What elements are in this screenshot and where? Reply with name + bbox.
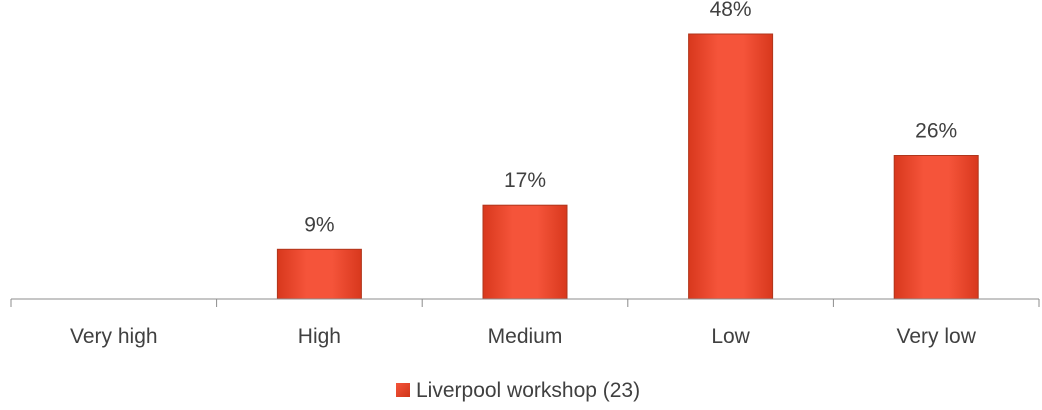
x-tick-label-very-high: Very high: [70, 325, 158, 348]
legend-entry: Liverpool workshop (23): [416, 379, 640, 402]
bar-medium: [482, 204, 568, 300]
x-axis: [10, 298, 1040, 307]
bar-low: [688, 33, 774, 300]
x-tick-label-low: Low: [711, 325, 750, 348]
x-tick-label-medium: Medium: [488, 325, 563, 348]
data-label-high: 9%: [304, 213, 334, 236]
legend: Liverpool workshop (23): [396, 379, 640, 402]
data-label-medium: 17%: [504, 169, 546, 192]
legend-swatch: [396, 383, 410, 397]
bar-high: [276, 248, 362, 300]
x-tick-labels: Very high High Medium Low Very low: [70, 325, 977, 348]
data-label-low: 48%: [710, 0, 752, 21]
x-tick-label-high: High: [298, 325, 341, 348]
bars: [276, 33, 979, 300]
bar-very-low: [893, 155, 979, 300]
x-tick-label-very-low: Very low: [897, 325, 977, 348]
data-label-very-low: 26%: [915, 120, 957, 143]
data-labels: 9% 17% 48% 26%: [304, 0, 957, 236]
